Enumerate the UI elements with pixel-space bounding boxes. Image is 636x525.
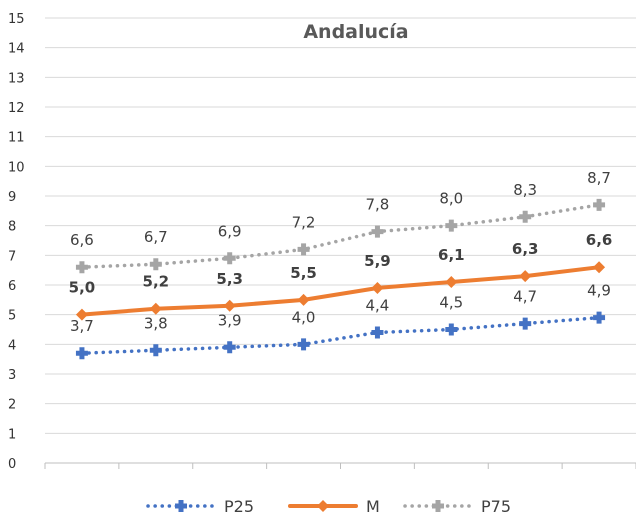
y-tick-label: 15 xyxy=(8,12,25,27)
y-tick-label: 8 xyxy=(8,220,16,235)
y-tick-label: 7 xyxy=(8,249,16,264)
data-point-m xyxy=(75,308,88,321)
data-point-m xyxy=(519,270,532,283)
legend: P25 M P75 xyxy=(146,497,511,516)
data-point-p75 xyxy=(223,252,236,265)
chart-title: Andalucía xyxy=(303,21,408,43)
data-label-p75: 7,2 xyxy=(292,213,316,231)
data-label-m: 5,5 xyxy=(290,264,317,282)
data-point-p75 xyxy=(445,219,458,232)
data-point-p75 xyxy=(149,258,162,271)
y-tick-label: 9 xyxy=(8,190,16,205)
data-point-p75 xyxy=(371,225,384,238)
legend-marker-p75 xyxy=(432,500,444,512)
data-point-p25 xyxy=(75,347,88,360)
data-point-m xyxy=(149,302,162,315)
data-label-p25: 3,7 xyxy=(70,317,94,335)
y-tick-label: 1 xyxy=(8,427,16,442)
y-tick-label: 3 xyxy=(8,368,16,383)
series-line-p75 xyxy=(80,203,601,269)
data-point-m xyxy=(371,281,384,294)
data-label-m: 5,9 xyxy=(364,252,391,270)
data-label-p75: 8,7 xyxy=(587,169,611,187)
data-label-m: 5,3 xyxy=(216,270,243,288)
data-label-p25: 4,4 xyxy=(366,296,390,314)
data-label-m: 6,3 xyxy=(512,240,539,258)
data-label-p75: 6,6 xyxy=(70,231,94,249)
data-label-p25: 4,9 xyxy=(587,282,611,300)
y-tick-label: 14 xyxy=(8,42,25,57)
y-tick-label: 2 xyxy=(8,398,16,413)
series-line-m xyxy=(79,265,602,317)
gridlines xyxy=(45,17,636,434)
data-label-p75: 7,8 xyxy=(366,196,390,214)
y-tick-label: 10 xyxy=(8,160,25,175)
data-point-p75 xyxy=(297,243,310,256)
data-label-p75: 8,0 xyxy=(439,190,463,208)
data-point-p25 xyxy=(223,341,236,354)
y-tick-label: 6 xyxy=(8,279,16,294)
data-label-m: 5,0 xyxy=(69,279,96,297)
data-label-p25: 4,7 xyxy=(513,288,537,306)
data-label-p25: 4,0 xyxy=(292,308,316,326)
data-label-p75: 6,7 xyxy=(144,228,168,246)
data-label-p25: 4,5 xyxy=(439,294,463,312)
data-point-m xyxy=(297,293,310,306)
legend-marker-p25 xyxy=(175,500,187,512)
data-point-p25 xyxy=(297,338,310,351)
data-labels-layer: 3,7 3,8 3,9 4,0 4,4 4,5 4,7 4,9 5,0 5,2 5,3 5,5 5,9 6… xyxy=(69,169,613,335)
data-label-m: 6,6 xyxy=(586,231,613,249)
legend-marker-m xyxy=(317,500,329,512)
legend-label-p25: P25 xyxy=(224,497,254,516)
data-point-p25 xyxy=(593,311,606,324)
data-point-p25 xyxy=(445,323,458,336)
data-point-p75 xyxy=(75,261,88,274)
data-point-m xyxy=(223,299,236,312)
data-point-m xyxy=(593,261,606,274)
data-label-m: 6,1 xyxy=(438,246,465,264)
y-tick-label: 0 xyxy=(8,457,16,472)
data-point-p25 xyxy=(371,326,384,339)
y-tick-label: 11 xyxy=(8,131,25,146)
data-point-p25 xyxy=(149,344,162,357)
y-tick-label: 5 xyxy=(8,309,16,324)
y-tick-label: 4 xyxy=(8,338,16,353)
data-label-p75: 8,3 xyxy=(513,181,537,199)
y-tick-label: 12 xyxy=(8,101,25,116)
data-point-p75 xyxy=(593,198,606,211)
series-line-p25 xyxy=(80,315,601,355)
legend-label-p75: P75 xyxy=(481,497,511,516)
data-point-m xyxy=(445,276,458,289)
data-label-m: 5,2 xyxy=(143,273,170,291)
data-label-p25: 3,8 xyxy=(144,314,168,332)
legend-label-m: M xyxy=(366,497,380,516)
data-point-p75 xyxy=(519,210,532,223)
series-layer xyxy=(75,198,606,360)
data-label-p75: 6,9 xyxy=(218,222,242,240)
y-tick-label: 13 xyxy=(8,71,25,86)
data-point-p25 xyxy=(519,317,532,330)
data-label-p25: 3,9 xyxy=(218,311,242,329)
x-axis xyxy=(44,462,636,469)
